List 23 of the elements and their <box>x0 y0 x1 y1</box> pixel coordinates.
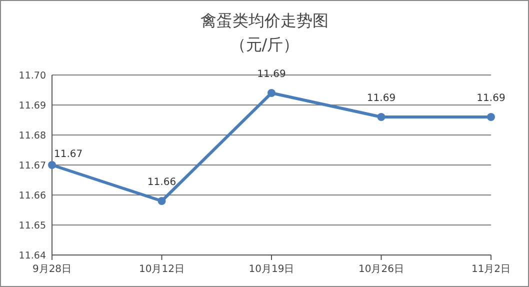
point <box>487 113 495 121</box>
x-tick-label: 11月2日 <box>471 264 511 275</box>
y-tick-label: 11.65 <box>18 220 46 232</box>
x-tick-label: 9月28日 <box>32 264 72 275</box>
y-tick-label: 11.69 <box>18 100 46 112</box>
x-tick-label: 10月12日 <box>139 264 184 275</box>
y-tick-label: 11.68 <box>18 130 46 142</box>
data-label: 11.69 <box>476 93 506 104</box>
x-tick-label: 10月19日 <box>248 264 294 275</box>
data-label: 11.66 <box>147 177 176 188</box>
data-label: 11.67 <box>54 149 83 160</box>
y-tick-label: 11.66 <box>18 190 46 202</box>
point <box>377 113 386 121</box>
point <box>158 197 166 205</box>
point <box>48 161 56 169</box>
chart-title: 禽蛋类均价走势图 <box>200 11 328 30</box>
chart-subtitle: （元/斤） <box>230 35 300 54</box>
point <box>268 89 276 97</box>
y-tick-label: 11.64 <box>18 250 46 262</box>
data-label: 11.69 <box>366 93 396 104</box>
x-tick-label: 10月26日 <box>358 264 404 275</box>
y-tick-label: 11.67 <box>18 160 46 172</box>
y-tick-label: 11.70 <box>18 70 46 82</box>
